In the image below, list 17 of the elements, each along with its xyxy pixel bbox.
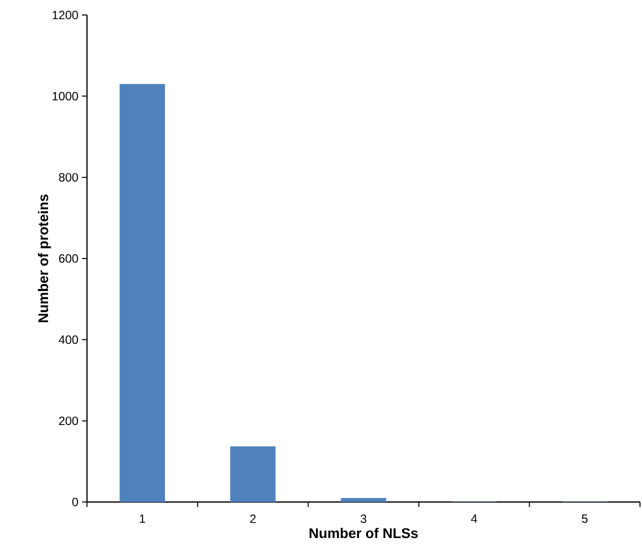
x-tick-label: 3 — [360, 514, 366, 524]
y-tick-label: 200 — [59, 416, 78, 426]
x-tick-label: 4 — [471, 514, 478, 523]
bar — [340, 498, 386, 502]
y-tick-label: 1000 — [52, 92, 78, 100]
y-tick-label: 1200 — [52, 10, 78, 20]
y-tick-label: 800 — [58, 173, 78, 182]
y-axis-title: Number of proteins — [38, 194, 51, 322]
x-tick-label: 5 — [582, 514, 588, 523]
y-tick-label: 0 — [72, 498, 78, 506]
bar — [230, 446, 276, 502]
y-tick-label: 600 — [59, 254, 78, 263]
bar — [120, 84, 165, 502]
x-tick-label: 1 — [140, 514, 146, 523]
x-tick-label: 2 — [250, 514, 256, 523]
x-axis-title: Number of NLSs — [310, 528, 418, 538]
y-tick-label: 400 — [58, 335, 78, 344]
